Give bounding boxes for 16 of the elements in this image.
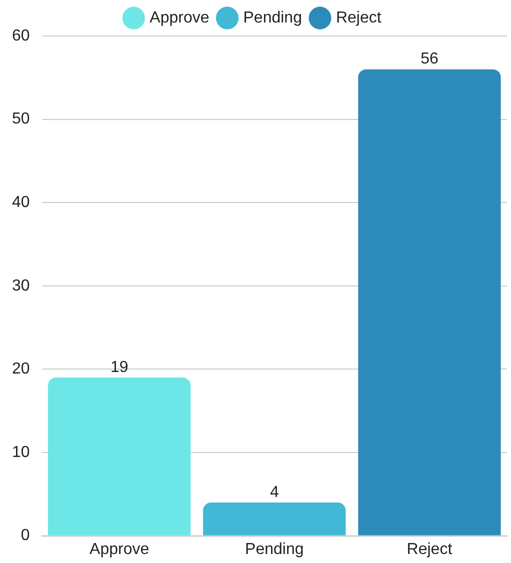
y-tick-label: 20 [12, 360, 30, 378]
legend-label: Pending [243, 9, 302, 26]
x-tick-label: Approve [90, 540, 150, 558]
x-tick-label: Reject [406, 540, 453, 558]
legend-label: Reject [336, 9, 382, 26]
y-tick-label: 30 [12, 277, 30, 294]
x-tick-label: Pending [245, 540, 304, 558]
y-tick-label: 10 [12, 444, 30, 461]
y-tick-label: 60 [12, 27, 30, 44]
data-label: 56 [420, 50, 438, 68]
y-tick-label: 50 [12, 110, 30, 128]
y-tick-label: 0 [20, 527, 30, 544]
y-tick-label: 40 [12, 194, 30, 212]
data-label: 4 [270, 484, 279, 501]
legend-label: Approve [150, 9, 210, 26]
data-label: 19 [110, 358, 128, 376]
